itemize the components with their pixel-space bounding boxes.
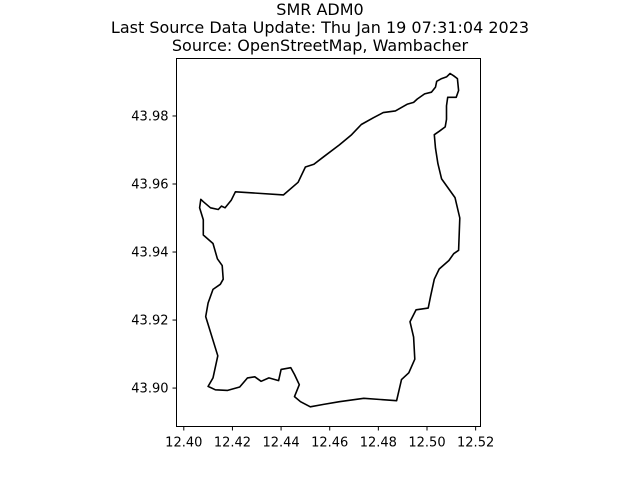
x-tick-label: 12.50 bbox=[408, 436, 445, 451]
x-tick-label: 12.42 bbox=[214, 436, 251, 451]
y-tick-label: 43.94 bbox=[131, 246, 168, 261]
last-update-subtitle: Last Source Data Update: Thu Jan 19 07:3… bbox=[110, 18, 530, 37]
map-title: SMR ADM0 bbox=[276, 0, 364, 19]
y-tick-label: 43.92 bbox=[131, 314, 168, 329]
axis-ticks: 12.40 12.42 12.44 12.46 12.48 12.50 12.52 43.90… bbox=[131, 109, 494, 450]
x-tick-label: 12.40 bbox=[165, 436, 202, 451]
country-boundary bbox=[198, 72, 461, 408]
figure-title-block: SMR ADM0 Last Source Data Update: Thu Ja… bbox=[0, 0, 640, 55]
y-tick-label: 43.90 bbox=[131, 382, 168, 397]
y-tick-label: 43.96 bbox=[131, 178, 168, 193]
x-tick-label: 12.48 bbox=[360, 436, 397, 451]
x-tick-label: 12.46 bbox=[311, 436, 348, 451]
plot-frame bbox=[176, 58, 481, 427]
x-tick-label: 12.52 bbox=[457, 436, 494, 451]
boundary-layer bbox=[198, 72, 461, 408]
x-tick-label: 12.44 bbox=[262, 436, 299, 451]
source-subtitle: Source: OpenStreetMap, Wambacher bbox=[171, 36, 469, 55]
y-tick-label: 43.98 bbox=[131, 109, 168, 124]
